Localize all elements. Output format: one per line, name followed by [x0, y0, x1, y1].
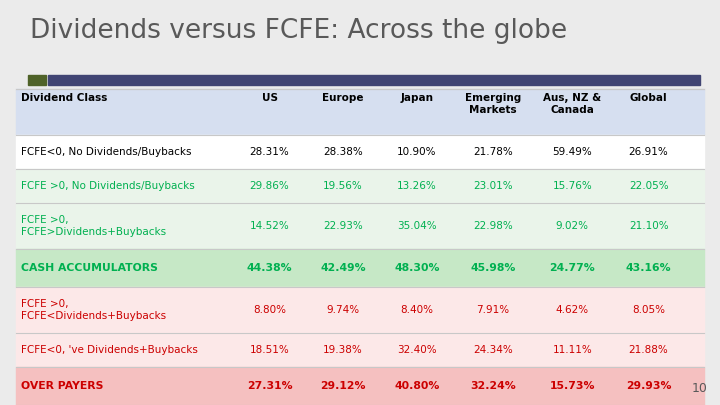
Text: 19.56%: 19.56% — [323, 181, 363, 191]
Text: 21.88%: 21.88% — [629, 345, 668, 355]
Text: 24.77%: 24.77% — [549, 263, 595, 273]
Text: Europe: Europe — [323, 93, 364, 103]
Bar — [48, 75, 700, 85]
Text: 32.40%: 32.40% — [397, 345, 436, 355]
Text: FCFE >0,
FCFE>Dividends+Buybacks: FCFE >0, FCFE>Dividends+Buybacks — [21, 215, 166, 237]
Text: 15.76%: 15.76% — [552, 181, 592, 191]
Text: 29.93%: 29.93% — [626, 381, 671, 391]
Bar — [16, 169, 704, 203]
Text: 22.98%: 22.98% — [473, 221, 513, 231]
Text: 13.26%: 13.26% — [397, 181, 436, 191]
Text: 7.91%: 7.91% — [477, 305, 510, 315]
Text: 43.16%: 43.16% — [626, 263, 672, 273]
Bar — [16, 135, 704, 169]
Text: 35.04%: 35.04% — [397, 221, 436, 231]
Text: US: US — [261, 93, 277, 103]
Bar — [16, 367, 704, 405]
Text: 10: 10 — [692, 382, 708, 395]
Text: 23.01%: 23.01% — [473, 181, 513, 191]
Text: Dividend Class: Dividend Class — [21, 93, 107, 103]
Text: Aus, NZ &
Canada: Aus, NZ & Canada — [543, 93, 601, 115]
Text: 29.86%: 29.86% — [250, 181, 289, 191]
Text: 9.74%: 9.74% — [327, 305, 360, 315]
Text: 26.91%: 26.91% — [629, 147, 668, 157]
Text: 8.05%: 8.05% — [632, 305, 665, 315]
Text: 32.24%: 32.24% — [470, 381, 516, 391]
Text: CASH ACCUMULATORS: CASH ACCUMULATORS — [21, 263, 158, 273]
Text: 14.52%: 14.52% — [250, 221, 289, 231]
Text: Global: Global — [630, 93, 667, 103]
Bar — [16, 287, 704, 333]
Text: 28.31%: 28.31% — [250, 147, 289, 157]
Text: 28.38%: 28.38% — [323, 147, 363, 157]
Text: 8.40%: 8.40% — [400, 305, 433, 315]
Text: 21.78%: 21.78% — [473, 147, 513, 157]
Text: Japan: Japan — [400, 93, 433, 103]
Text: 27.31%: 27.31% — [247, 381, 292, 391]
Text: FCFE >0,
FCFE<Dividends+Buybacks: FCFE >0, FCFE<Dividends+Buybacks — [21, 299, 166, 321]
Text: 42.49%: 42.49% — [320, 263, 366, 273]
Text: 48.30%: 48.30% — [394, 263, 439, 273]
Text: 8.80%: 8.80% — [253, 305, 286, 315]
Text: 22.93%: 22.93% — [323, 221, 363, 231]
Text: 40.80%: 40.80% — [394, 381, 439, 391]
Text: FCFE<0, No Dividends/Buybacks: FCFE<0, No Dividends/Buybacks — [21, 147, 192, 157]
Bar — [16, 89, 704, 135]
Text: 19.38%: 19.38% — [323, 345, 363, 355]
Text: 10.90%: 10.90% — [397, 147, 436, 157]
Text: 18.51%: 18.51% — [250, 345, 289, 355]
Text: 9.02%: 9.02% — [556, 221, 589, 231]
Text: 45.98%: 45.98% — [470, 263, 516, 273]
Text: 15.73%: 15.73% — [549, 381, 595, 391]
Text: FCFE<0, 've Dividends+Buybacks: FCFE<0, 've Dividends+Buybacks — [21, 345, 198, 355]
Text: 22.05%: 22.05% — [629, 181, 668, 191]
Text: FCFE >0, No Dividends/Buybacks: FCFE >0, No Dividends/Buybacks — [21, 181, 194, 191]
Text: Dividends versus FCFE: Across the globe: Dividends versus FCFE: Across the globe — [30, 18, 567, 44]
Text: 24.34%: 24.34% — [473, 345, 513, 355]
Text: 4.62%: 4.62% — [556, 305, 589, 315]
Bar — [16, 249, 704, 287]
Text: 29.12%: 29.12% — [320, 381, 366, 391]
Bar — [28, 75, 46, 85]
Bar — [16, 203, 704, 249]
Text: 44.38%: 44.38% — [247, 263, 292, 273]
Text: 11.11%: 11.11% — [552, 345, 592, 355]
Text: Emerging
Markets: Emerging Markets — [465, 93, 521, 115]
Text: 21.10%: 21.10% — [629, 221, 668, 231]
Bar — [16, 333, 704, 367]
Text: OVER PAYERS: OVER PAYERS — [21, 381, 104, 391]
Text: 59.49%: 59.49% — [552, 147, 592, 157]
